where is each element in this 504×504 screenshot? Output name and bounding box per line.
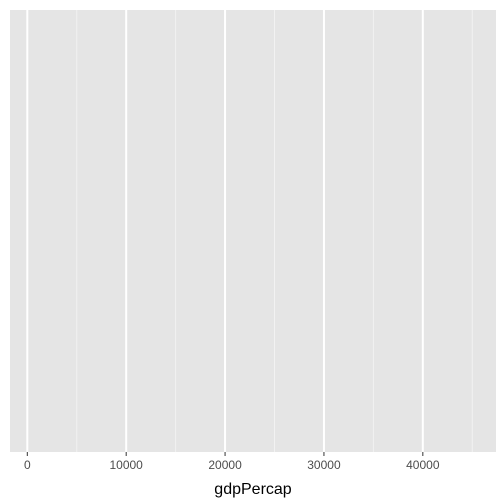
x-axis-tick-labels: 0 10000 20000 30000 40000 [24,458,440,472]
x-axis-ticks [26,452,424,456]
x-tick-label: 20000 [208,458,242,472]
x-tick-label: 0 [24,458,31,472]
x-tick-label: 30000 [307,458,341,472]
plot-panel [10,10,496,452]
major-gridlines [26,10,424,452]
minor-gridlines [76,10,473,452]
x-tick-label: 40000 [406,458,440,472]
x-tick-label: 10000 [109,458,143,472]
x-axis-title: gdpPercap [214,481,291,498]
